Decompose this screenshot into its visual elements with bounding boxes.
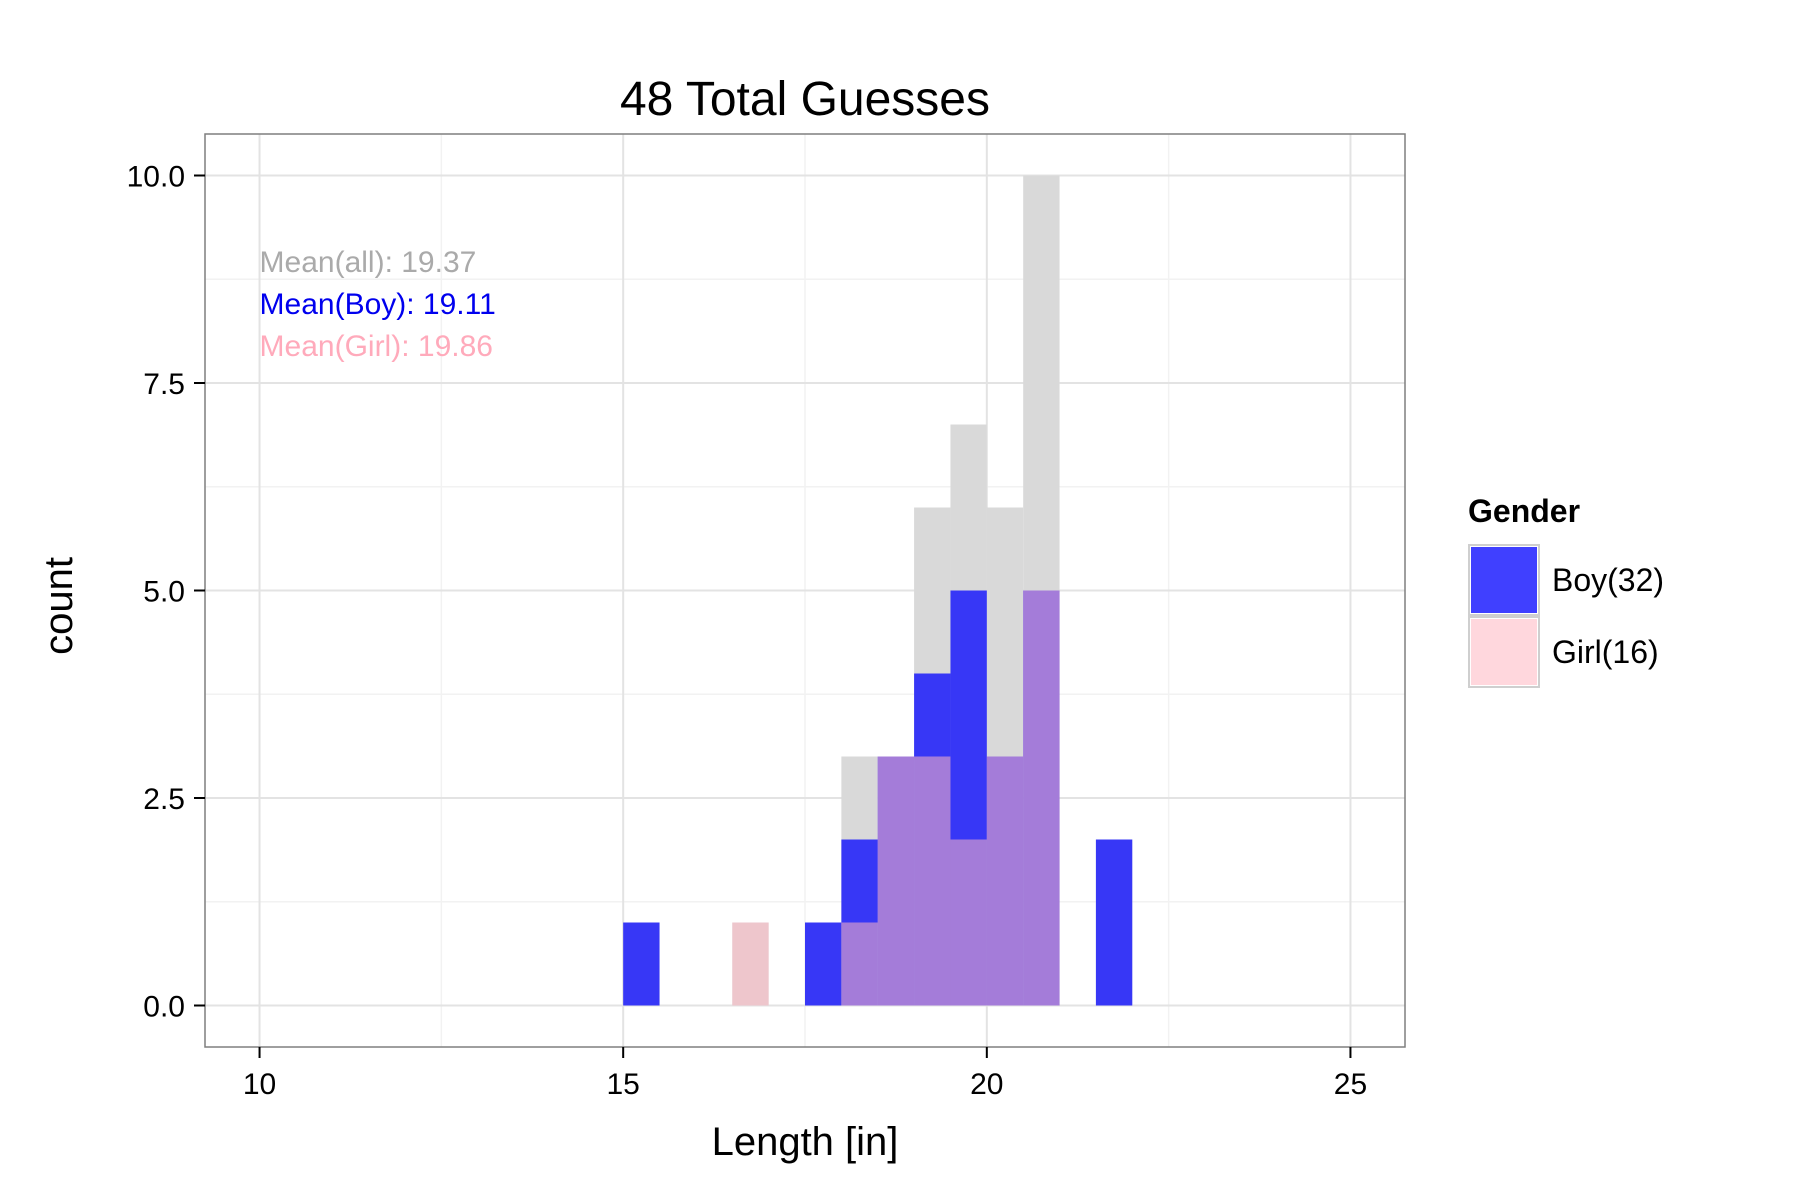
bar <box>623 922 660 1006</box>
bar <box>805 922 842 1006</box>
mean-annotation: Mean(all): 19.37 <box>260 246 477 279</box>
x-axis-title: Length [in] <box>712 1120 899 1164</box>
legend-swatch <box>1471 619 1537 685</box>
chart-title: 48 Total Guesses <box>620 73 990 126</box>
bar <box>950 839 987 1006</box>
legend: Gender Boy(32) Girl(16) <box>1468 493 1664 688</box>
bars <box>623 175 1133 1006</box>
mean-annotation: Mean(Girl): 19.86 <box>260 330 493 363</box>
x-tick-label: 25 <box>1334 1068 1367 1101</box>
y-tick-label: 2.5 <box>143 783 185 816</box>
bar <box>914 756 951 1006</box>
y-tick-label: 5.0 <box>143 576 185 609</box>
bar <box>986 756 1024 1006</box>
bar <box>1023 590 1060 1006</box>
y-axis-title: count <box>37 557 81 655</box>
y-tick-label: 10.0 <box>127 161 185 194</box>
axis-ticks: 0.0 2.5 5.0 7.5 10.0 10 15 20 25 <box>127 161 1368 1102</box>
mean-annotation: Mean(Boy): 19.11 <box>260 288 496 321</box>
plot-panel <box>204 133 1406 1048</box>
legend-label: Boy(32) <box>1552 562 1664 598</box>
mean-annotations: Mean(all): 19.37 Mean(Boy): 19.11 Mean(Gir… <box>260 246 496 363</box>
bar <box>841 922 878 1006</box>
y-tick-label: 0.0 <box>143 991 185 1024</box>
bar <box>877 756 915 1006</box>
bar <box>732 922 769 1006</box>
series-girl-16 <box>732 590 1060 1006</box>
x-tick-label: 20 <box>970 1068 1003 1101</box>
legend-label: Girl(16) <box>1552 634 1659 670</box>
x-tick-label: 15 <box>606 1068 639 1101</box>
x-tick-label: 10 <box>243 1068 276 1101</box>
legend-swatch <box>1471 547 1537 613</box>
y-tick-label: 7.5 <box>143 368 185 401</box>
bar <box>1095 839 1133 1006</box>
legend-title: Gender <box>1468 493 1580 529</box>
